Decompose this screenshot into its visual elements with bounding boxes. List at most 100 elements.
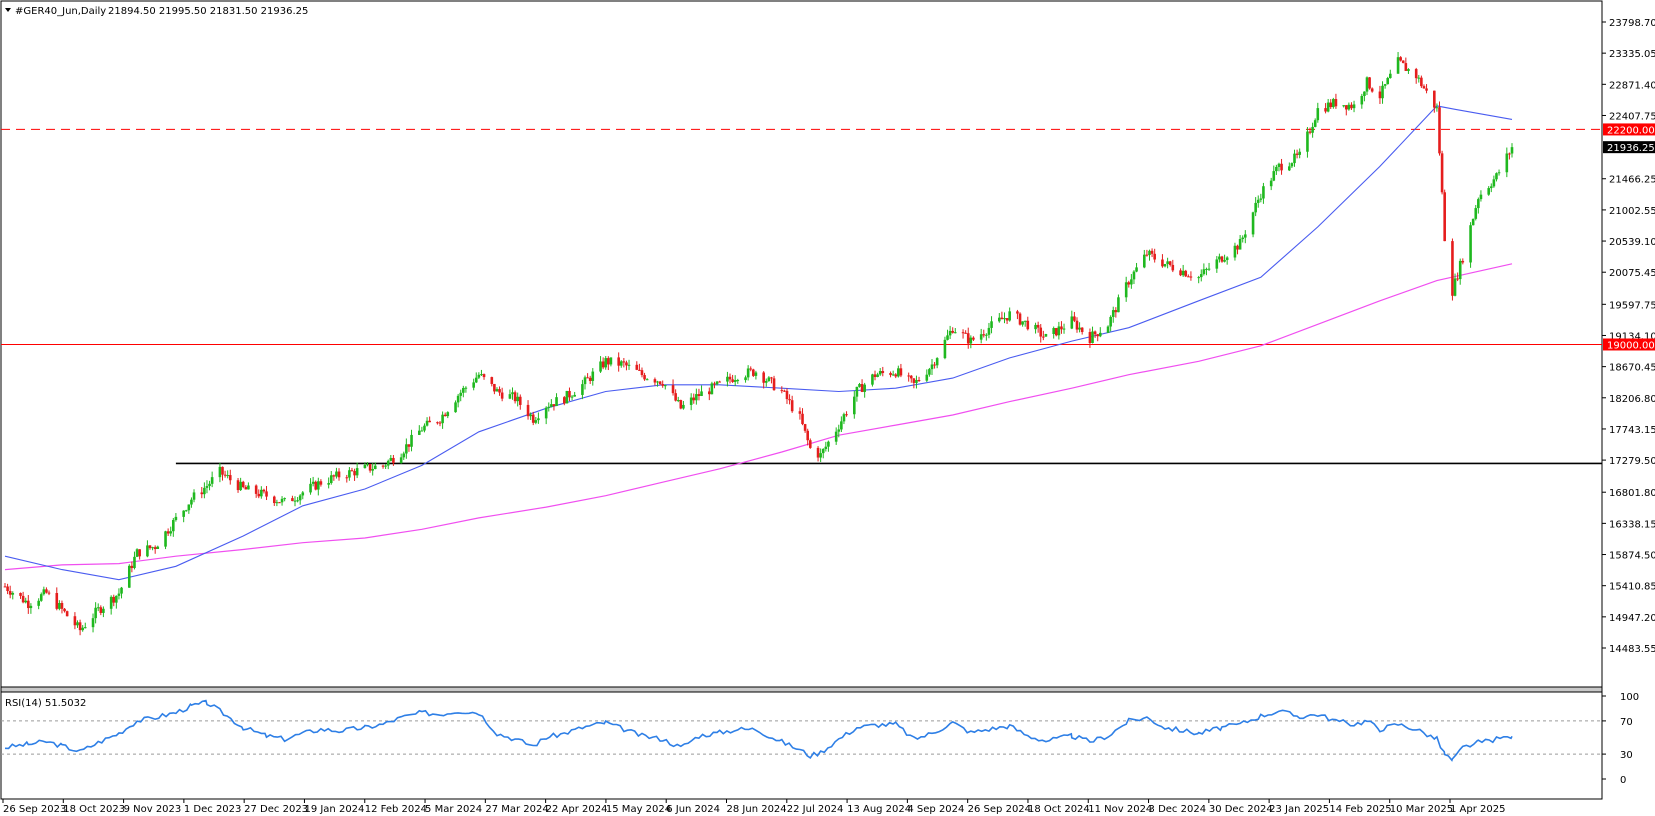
candle-body xyxy=(1508,153,1511,155)
candle-body xyxy=(78,622,82,631)
candle-body xyxy=(1505,153,1509,173)
candle-body xyxy=(513,392,517,402)
candle-body xyxy=(935,358,939,366)
price-tick-label: 18670.45 xyxy=(1609,363,1655,374)
candle-body xyxy=(1073,316,1076,321)
candle-body xyxy=(151,547,154,549)
price-tick-label: 14947.20 xyxy=(1609,613,1655,624)
last-price-tag-label: 21936.25 xyxy=(1607,143,1655,154)
candle-body xyxy=(1197,277,1200,279)
candle-body xyxy=(381,465,385,467)
candle-body xyxy=(241,481,245,488)
candle-body xyxy=(1342,105,1345,107)
candle-body xyxy=(966,333,970,344)
candle-body xyxy=(728,376,732,380)
candle-body xyxy=(1332,99,1335,108)
candle-body xyxy=(265,491,268,497)
time-tick-label: 1 Apr 2025 xyxy=(1450,804,1505,815)
candle-body xyxy=(1370,88,1374,92)
candle-body xyxy=(1130,279,1133,285)
candle-body xyxy=(925,374,929,381)
candle-body xyxy=(1295,153,1299,155)
candle-body xyxy=(863,384,866,392)
candle-body xyxy=(65,611,69,617)
candle-body xyxy=(946,335,949,340)
candle-body xyxy=(943,339,947,359)
candle-body xyxy=(1080,327,1084,333)
candle-body xyxy=(350,470,354,472)
candle-body xyxy=(1365,77,1369,92)
time-tick-label: 22 Apr 2024 xyxy=(546,804,608,815)
candle-body xyxy=(1218,256,1221,260)
price-tick-label: 20075.45 xyxy=(1609,268,1655,279)
candle-body xyxy=(562,397,566,404)
candle-body xyxy=(257,493,261,497)
candle-body xyxy=(1469,225,1472,263)
candle-body xyxy=(156,546,160,549)
rsi-axis[interactable]: 100 70 30 0 xyxy=(1602,692,1639,786)
price-tick-label: 16801.80 xyxy=(1609,488,1655,499)
candle-body xyxy=(1290,163,1294,167)
candle-body xyxy=(99,607,103,613)
candle-body xyxy=(508,394,512,399)
rsi-tick-label: 70 xyxy=(1620,717,1633,728)
rsi-pane[interactable] xyxy=(1,699,1602,762)
candle-body xyxy=(291,498,294,502)
level-price-tag-label: 19000.00 xyxy=(1607,340,1655,351)
candle-body xyxy=(1344,105,1348,110)
candle-body xyxy=(1205,268,1208,270)
candle-body xyxy=(1215,259,1219,269)
candle-body xyxy=(226,475,229,477)
candle-body xyxy=(785,390,789,400)
price-pane[interactable] xyxy=(1,52,1602,636)
candle-body xyxy=(969,337,973,344)
candle-body xyxy=(1054,328,1058,336)
candle-body xyxy=(713,383,716,385)
candle-body xyxy=(1404,63,1408,71)
candle-body xyxy=(1153,253,1156,260)
candle-body xyxy=(891,374,895,376)
candle-body xyxy=(6,586,9,592)
candle-body xyxy=(1510,147,1514,154)
candle-body xyxy=(518,396,522,405)
candle-body xyxy=(604,358,608,368)
candle-body xyxy=(133,556,136,569)
time-tick-label: 23 Jan 2025 xyxy=(1269,804,1329,815)
candle-body xyxy=(1269,180,1273,187)
candle-body xyxy=(1458,260,1462,280)
price-axis[interactable]: 23798.70 23335.05 22871.40 22407.75 21466.25… xyxy=(1602,18,1655,655)
candle-body xyxy=(1171,264,1175,271)
candle-body xyxy=(749,368,753,370)
candle-body xyxy=(1091,331,1094,344)
candle-body xyxy=(544,407,548,419)
candle-body xyxy=(153,547,157,549)
candle-body xyxy=(736,380,740,382)
candle-body xyxy=(371,469,374,471)
candle-body xyxy=(788,399,791,401)
time-tick-label: 14 Feb 2025 xyxy=(1329,804,1391,815)
candle-body xyxy=(1117,297,1120,313)
candle-body xyxy=(96,607,100,609)
rsi-pane-border xyxy=(0,691,1603,800)
candle-body xyxy=(625,362,628,366)
candle-body xyxy=(42,589,46,595)
rsi-title: RSI(14) 51.5032 xyxy=(5,698,86,709)
collapse-arrow-icon[interactable] xyxy=(5,8,11,12)
candle-body xyxy=(1326,102,1330,112)
candle-body xyxy=(972,337,975,340)
candle-body xyxy=(1360,95,1364,105)
candle-body xyxy=(1026,320,1030,330)
time-tick-label: 11 Nov 2024 xyxy=(1088,804,1152,815)
pane-separator[interactable] xyxy=(0,686,1603,693)
candle-body xyxy=(459,392,463,396)
candle-body xyxy=(389,457,393,461)
candle-body xyxy=(1334,99,1338,107)
candle-body xyxy=(29,605,33,609)
time-tick-label: 18 Oct 2024 xyxy=(1028,804,1090,815)
candle-body xyxy=(889,372,892,376)
candle-body xyxy=(827,441,830,447)
candle-body xyxy=(1052,328,1055,335)
